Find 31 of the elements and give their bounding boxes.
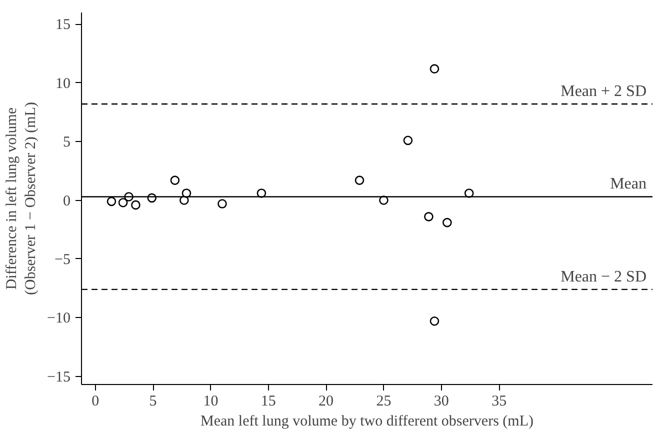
y-tick-label: 10 <box>56 76 70 92</box>
point <box>170 176 180 185</box>
x-tick-label: 30 <box>434 394 449 410</box>
point <box>106 196 116 206</box>
point <box>354 176 364 185</box>
point <box>218 199 227 208</box>
point <box>430 316 440 326</box>
y-tick-label: 5 <box>63 134 70 151</box>
x-tick-label: 35 <box>492 394 507 410</box>
point <box>424 212 434 222</box>
x-tick-label: 25 <box>376 394 392 410</box>
ref-line-label: Mean − 2 SD <box>560 268 646 286</box>
x-axis-title: Mean left lung volume by two different observers (mL) <box>200 414 534 430</box>
y-tick-label: 0 <box>63 193 70 210</box>
y-tick-label: −5 <box>54 252 71 268</box>
point <box>403 136 413 146</box>
point <box>131 200 140 210</box>
y-tick-label: −15 <box>47 369 71 386</box>
point <box>442 218 452 228</box>
x-tick-label: 20 <box>318 394 334 410</box>
x-tick-label: 5 <box>149 394 157 410</box>
x-tick-label: 15 <box>260 394 276 410</box>
ref-line-label: Mean <box>610 176 647 193</box>
point <box>430 64 440 74</box>
point <box>118 198 128 208</box>
y-tick-label: 15 <box>56 17 70 34</box>
x-tick-label: 10 <box>203 394 218 410</box>
x-tick-label: 0 <box>92 394 100 410</box>
ref-line-label: Mean + 2 SD <box>560 83 646 100</box>
y-tick-label: −10 <box>47 310 71 327</box>
y-axis-title: Difference in left lung volume (Observer 1 − Observer 2) (mL) <box>4 102 40 295</box>
